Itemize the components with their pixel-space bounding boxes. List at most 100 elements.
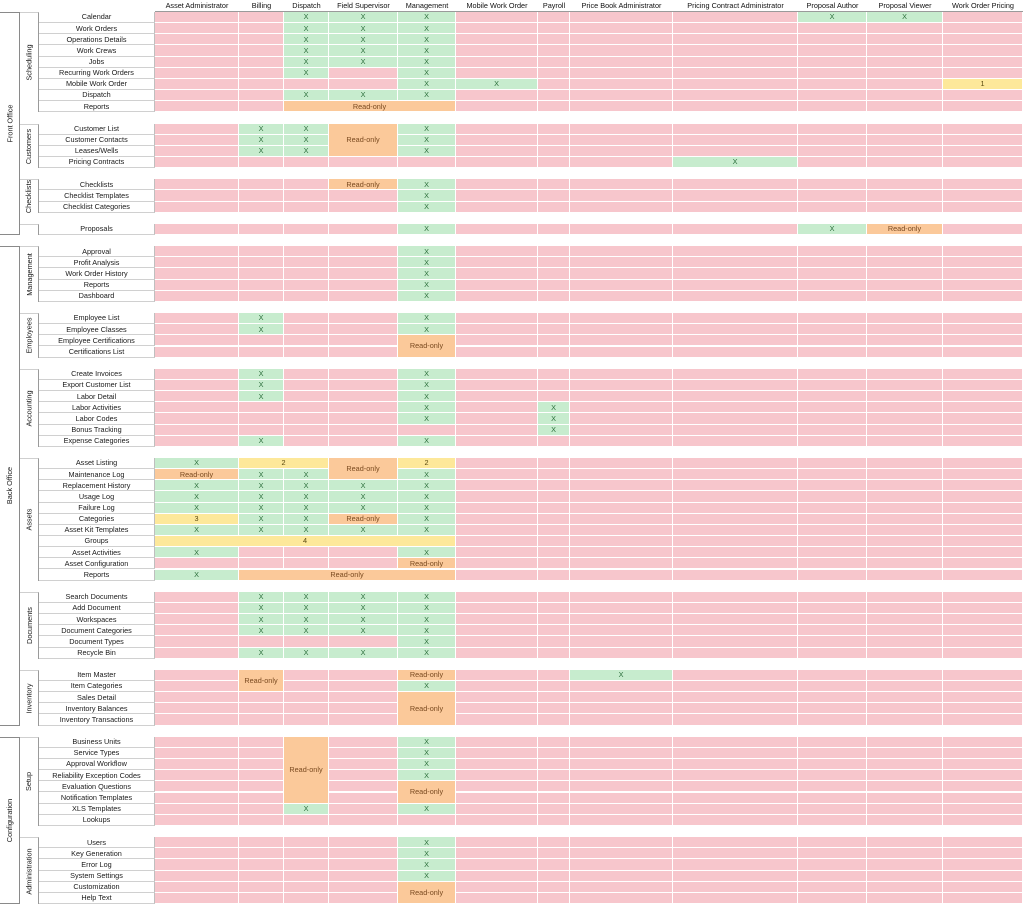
feature-label: Work Orders xyxy=(39,23,155,35)
no-access-cell xyxy=(329,379,398,392)
feature-label: Labor Activities xyxy=(39,402,155,414)
cell-value: X xyxy=(424,625,429,635)
no-access-cell xyxy=(538,792,570,804)
no-access-cell xyxy=(284,201,329,213)
read-only-cell: Read-only xyxy=(239,669,284,693)
access-granted-cell: X xyxy=(398,524,456,537)
no-access-cell xyxy=(456,145,538,157)
no-access-cell xyxy=(798,101,867,113)
feature-label: Groups xyxy=(39,536,155,548)
feature-label: Maintenance Log xyxy=(39,469,155,481)
no-access-cell xyxy=(329,803,398,815)
no-access-cell xyxy=(538,268,570,280)
no-access-cell xyxy=(284,892,329,904)
no-access-cell xyxy=(456,379,538,392)
no-access-cell xyxy=(155,134,239,146)
no-access-cell xyxy=(329,156,398,169)
no-access-cell xyxy=(239,179,284,191)
no-access-cell xyxy=(329,246,398,258)
access-granted-cell: X xyxy=(398,837,456,849)
no-access-cell xyxy=(456,246,538,258)
no-access-cell xyxy=(538,313,570,325)
no-access-cell xyxy=(570,837,673,849)
access-granted-cell: X xyxy=(329,45,398,57)
no-access-cell xyxy=(570,792,673,804)
no-access-cell xyxy=(538,335,570,347)
no-access-cell xyxy=(943,90,1023,102)
no-access-cell xyxy=(239,45,284,57)
access-granted-cell: X xyxy=(284,23,329,35)
no-access-cell xyxy=(155,101,239,113)
access-granted-cell: X xyxy=(329,491,398,503)
no-access-cell xyxy=(673,803,798,815)
no-access-cell xyxy=(673,848,798,860)
no-access-cell xyxy=(943,547,1023,559)
no-access-cell xyxy=(456,692,538,704)
no-access-cell xyxy=(538,480,570,492)
no-access-cell xyxy=(943,881,1023,893)
feature-label: Document Types xyxy=(39,636,155,648)
no-access-cell xyxy=(456,569,538,581)
no-access-cell xyxy=(155,881,239,893)
no-access-cell xyxy=(570,569,673,581)
no-access-cell xyxy=(284,335,329,347)
no-access-cell xyxy=(867,480,943,492)
no-access-cell xyxy=(456,56,538,68)
cell-value: X xyxy=(303,123,309,133)
no-access-cell xyxy=(329,368,398,380)
no-access-cell xyxy=(456,524,538,537)
no-access-cell xyxy=(155,201,239,213)
access-granted-cell: X xyxy=(398,67,456,79)
access-granted-cell: X xyxy=(398,313,456,325)
no-access-cell xyxy=(943,636,1023,648)
feature-label: Customer List xyxy=(39,123,155,135)
footnote-cell: 4 xyxy=(155,536,456,548)
no-access-cell xyxy=(570,547,673,559)
access-granted-cell: X xyxy=(329,591,398,603)
no-access-cell xyxy=(943,502,1023,514)
no-access-cell xyxy=(867,257,943,269)
no-access-cell xyxy=(155,34,239,46)
feature-label: Asset Configuration xyxy=(39,558,155,570)
cell-value: X xyxy=(551,424,556,434)
no-access-cell xyxy=(673,558,798,570)
read-only-cell: Read-only xyxy=(284,101,456,113)
no-access-cell xyxy=(456,90,538,102)
no-access-cell xyxy=(673,692,798,704)
access-granted-cell: X xyxy=(398,279,456,291)
no-access-cell xyxy=(155,803,239,815)
no-access-cell xyxy=(867,134,943,146)
no-access-cell xyxy=(155,413,239,425)
no-access-cell xyxy=(538,602,570,615)
cell-value: X xyxy=(360,614,366,624)
access-granted-cell: X xyxy=(284,614,329,626)
no-access-cell xyxy=(943,391,1023,403)
no-access-cell xyxy=(673,45,798,57)
feature-label: Jobs xyxy=(39,56,155,68)
no-access-cell xyxy=(943,848,1023,860)
no-access-cell xyxy=(570,814,673,826)
cell-value: X xyxy=(424,291,429,301)
feature-label: Evaluation Questions xyxy=(39,781,155,793)
no-access-cell xyxy=(798,458,867,470)
access-granted-cell: X xyxy=(284,524,329,537)
no-access-cell xyxy=(943,892,1023,904)
no-access-cell xyxy=(329,636,398,648)
cell-value: X xyxy=(258,391,264,401)
feature-label: Expense Categories xyxy=(39,435,155,447)
no-access-cell xyxy=(239,78,284,91)
access-granted-cell: X xyxy=(398,134,456,146)
no-access-cell xyxy=(456,469,538,481)
feature-label: Checklist Categories xyxy=(39,201,155,213)
no-access-cell xyxy=(538,759,570,771)
cell-value: X xyxy=(551,413,556,423)
no-access-cell xyxy=(943,870,1023,882)
feature-label: Key Generation xyxy=(39,848,155,860)
no-access-cell xyxy=(943,34,1023,46)
no-access-cell xyxy=(673,614,798,626)
role-header: Payroll xyxy=(538,0,570,12)
no-access-cell xyxy=(798,636,867,648)
access-granted-cell: X xyxy=(398,591,456,603)
no-access-cell xyxy=(538,223,570,235)
feature-label: Customer Contacts xyxy=(39,134,155,146)
